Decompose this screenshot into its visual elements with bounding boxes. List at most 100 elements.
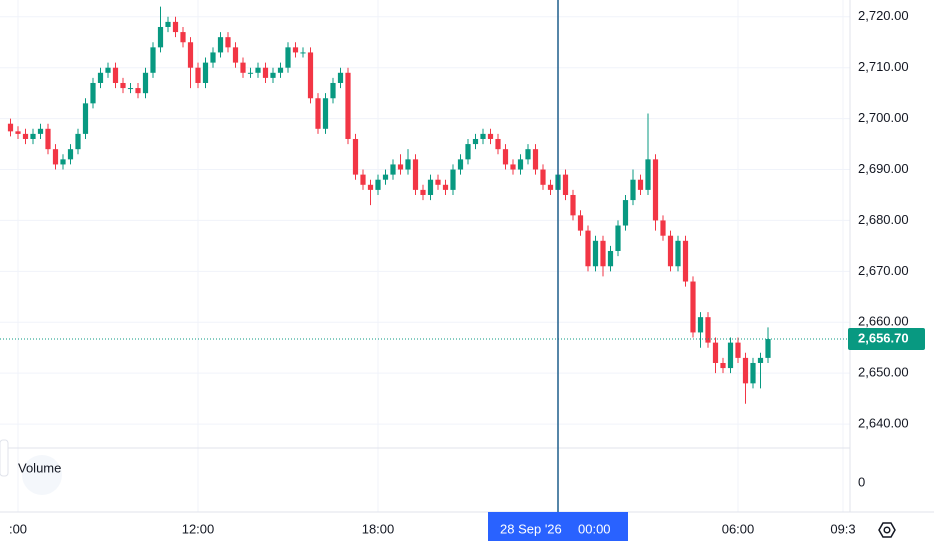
candle-body — [337, 72, 344, 83]
candle-body — [547, 184, 554, 190]
candle-body — [682, 240, 689, 282]
candle-body — [412, 159, 419, 190]
volume-label: Volume — [18, 460, 61, 475]
candle-body — [585, 230, 591, 267]
candle-body — [375, 179, 381, 190]
candle-body — [630, 179, 636, 201]
candle-body — [735, 342, 741, 358]
y-tick-label: 2,650.00 — [858, 365, 909, 380]
y-tick-label: 2,670.00 — [858, 263, 909, 278]
candle-body — [97, 72, 104, 83]
candle-body — [277, 67, 284, 73]
candle-body — [105, 67, 111, 73]
candle-body — [472, 138, 479, 145]
last-price-box — [848, 328, 925, 351]
candle-body — [382, 174, 389, 180]
x-tick-label: 06:00 — [722, 521, 755, 536]
candle-body — [667, 235, 674, 267]
candle-body — [262, 67, 269, 78]
candle-body — [30, 133, 36, 139]
candle-body — [345, 72, 351, 139]
candle-body — [270, 72, 276, 78]
candle-body — [532, 149, 539, 170]
candle-body — [225, 37, 231, 48]
y-tick-label: 2,720.00 — [858, 8, 909, 23]
candle-body — [37, 128, 44, 134]
candle-body — [660, 220, 666, 236]
candle-body — [360, 174, 366, 185]
candle-body — [120, 82, 126, 89]
candle-body — [247, 72, 254, 74]
volume-tick-label: 0 — [858, 474, 865, 489]
candle-body — [592, 240, 599, 267]
candle-body — [60, 159, 66, 165]
candle-body — [570, 194, 576, 216]
candle-body — [577, 215, 584, 231]
candle-body — [645, 159, 651, 190]
candle-body — [697, 317, 704, 333]
candle-body — [232, 47, 239, 63]
candle-body — [150, 47, 156, 73]
settings-icon[interactable] — [878, 522, 896, 538]
y-tick-label: 2,680.00 — [858, 212, 909, 227]
candle-body — [487, 133, 494, 139]
candle-body — [457, 159, 464, 170]
candle-body — [442, 184, 449, 190]
candle-body — [187, 42, 194, 68]
candle-body — [690, 281, 696, 333]
candle-body — [390, 164, 396, 175]
candle-body — [742, 357, 749, 384]
candle-body — [562, 174, 569, 195]
crosshair-time: 00:00 — [578, 521, 611, 536]
candle-body — [135, 88, 141, 94]
candle-body — [292, 47, 299, 53]
candle-body — [502, 149, 509, 165]
candle-body — [622, 200, 629, 226]
y-tick-label: 2,660.00 — [858, 314, 909, 329]
candle-body — [240, 62, 246, 73]
x-tick-label: 12:00 — [182, 521, 215, 536]
candle-body — [727, 342, 734, 369]
y-tick-label: 2,700.00 — [858, 110, 909, 125]
candle-body — [90, 82, 96, 104]
candle-body — [322, 98, 329, 129]
candle-body — [510, 164, 516, 170]
candle-body — [427, 179, 434, 195]
candle-body — [202, 62, 209, 83]
logo — [22, 455, 62, 495]
pane-handle[interactable] — [0, 439, 9, 477]
candle-body — [45, 128, 51, 150]
plot-area — [7, 6, 771, 404]
candle-body — [600, 240, 606, 267]
candle-body — [307, 52, 314, 99]
candle-body — [480, 133, 486, 139]
candle-body — [112, 67, 119, 83]
candle-body — [652, 159, 659, 221]
candle-body — [67, 149, 74, 160]
candle-body — [675, 240, 681, 267]
candle-body — [540, 169, 546, 185]
candle-body — [637, 179, 644, 190]
candle-body — [82, 103, 89, 134]
crosshair-box — [488, 512, 628, 541]
candle-body — [217, 37, 224, 53]
candle-body — [330, 82, 336, 99]
x-tick-label: :00 — [9, 521, 27, 536]
candle-body — [607, 250, 614, 267]
candle-body — [300, 52, 306, 54]
y-tick-label: 2,710.00 — [858, 59, 909, 74]
candle-body — [352, 138, 359, 175]
candle-body — [142, 72, 149, 94]
candle-body — [517, 159, 524, 170]
candle-body — [750, 362, 756, 384]
candle-body — [435, 179, 441, 185]
x-tick-label: 18:00 — [362, 521, 395, 536]
crosshair-date: 28 Sep '26 — [500, 521, 562, 536]
candle-body — [420, 189, 426, 195]
candle-body — [367, 184, 374, 190]
candle-body — [165, 21, 171, 27]
y-tick-label: 2,690.00 — [858, 161, 909, 176]
candle-body — [765, 339, 771, 358]
